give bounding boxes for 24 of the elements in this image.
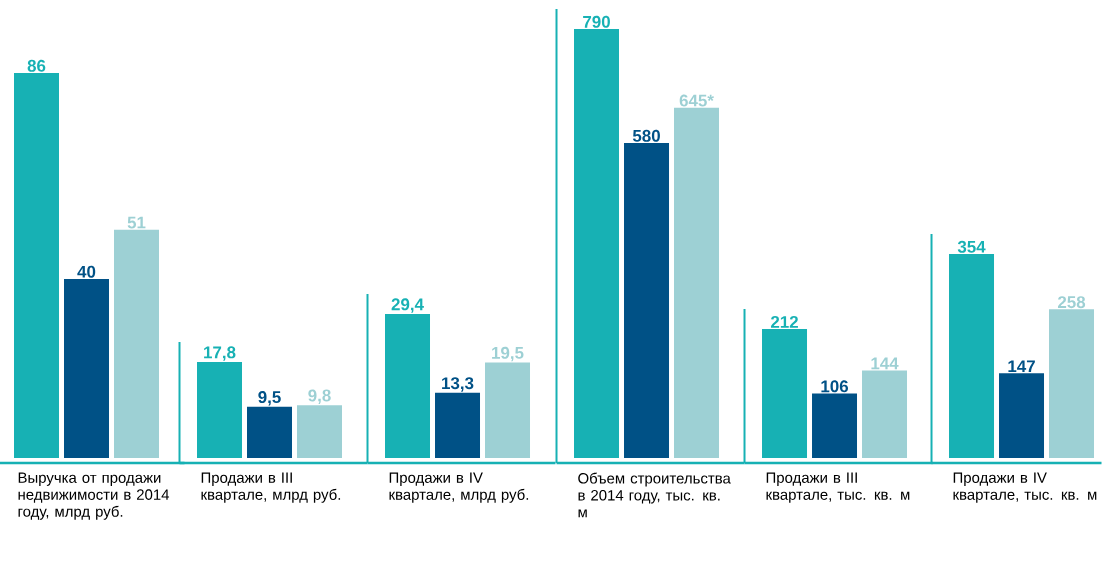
x-axis-title: Продажи в IV квартале, тыс. кв. м (953, 472, 1097, 503)
data-label: 258 (1057, 296, 1086, 309)
data-label: 40 (77, 265, 96, 278)
data-label: 106 (821, 380, 849, 393)
data-label: 9,8 (308, 389, 331, 404)
data-label: 86 (27, 59, 46, 72)
x-axis-title: Продажи в III квартале, тыс. кв. м (766, 472, 910, 503)
data-label: 354 (957, 240, 986, 253)
data-label: 17,8 (204, 346, 236, 361)
data-label: 144 (871, 357, 899, 370)
data-label: 9,5 (258, 391, 281, 406)
data-label: 13,3 (442, 377, 474, 392)
data-label: 51 (127, 216, 146, 229)
data-label: 645* (679, 94, 714, 107)
data-label: 19,5 (492, 346, 524, 362)
x-axis-title: Объем строительства в 2014 году, тыс. кв. м (578, 472, 731, 518)
data-label: 212 (770, 315, 798, 328)
x-axis-title: Продажи в IV квартале, млрд руб. (389, 472, 529, 503)
data-label: 790 (583, 15, 610, 28)
data-label: 29,4 (391, 298, 424, 313)
x-axis-title: Продажи в III квартале, млрд руб. (201, 472, 341, 503)
data-label: 580 (632, 129, 660, 142)
data-label: 147 (1008, 360, 1035, 373)
x-axis-title: Выручка от продажи недвижимости в 2014 году, млрд руб. (18, 472, 170, 520)
